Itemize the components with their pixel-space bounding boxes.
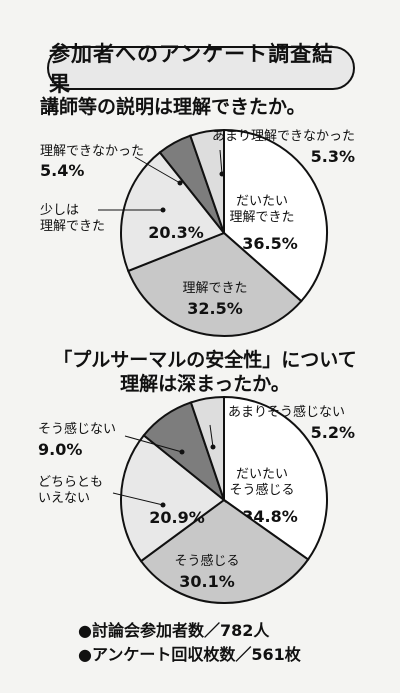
pie-slice [120, 433, 226, 563]
leader-dot [177, 180, 183, 186]
slice-percent: 20.9% [149, 508, 205, 527]
slice-label: どちらとも [38, 475, 103, 490]
pie-slice [189, 128, 225, 234]
chart-title: 「プルサーマルの安全性」について [53, 348, 356, 371]
slice-label: 理解できた [182, 281, 247, 296]
slice-label: あまり理解できなかった [212, 129, 355, 144]
slice-label: だいたい [236, 194, 288, 209]
pie-slice [223, 395, 328, 561]
pie-slice [139, 498, 310, 604]
leader-dot [160, 502, 166, 508]
leader-dot [210, 444, 216, 450]
leader-dot [179, 449, 185, 455]
slice-label: 理解できた [229, 210, 294, 225]
slice-percent: 34.8% [242, 507, 298, 526]
slice-percent: 5.2% [311, 423, 355, 442]
leader-line [209, 424, 214, 448]
footer: ●討論会参加者数／782人 ●アンケート回収枚数／561枚 [78, 617, 378, 665]
chart-title: 講師等の説明は理解できたか。 [40, 95, 306, 118]
slice-label: そう感じる [229, 482, 294, 498]
slice-label: 理解できた [40, 219, 105, 234]
pie-slice [223, 128, 328, 303]
leader-dot [160, 207, 166, 213]
slice-percent: 20.3% [148, 223, 204, 242]
slice-label: だいたい [236, 467, 288, 482]
responses-count: ●アンケート回収枚数／561枚 [78, 645, 301, 664]
slice-label: いえない [38, 491, 90, 506]
leader-line [219, 149, 223, 175]
leader-dot [219, 171, 225, 177]
participants-count: ●討論会参加者数／782人 [78, 621, 270, 640]
chart-title: 理解は深まったか。 [120, 372, 290, 395]
leader-line [134, 156, 181, 184]
slice-percent: 9.0% [38, 440, 82, 459]
slice-label: そう感じる [174, 553, 239, 569]
leader-line [124, 435, 183, 453]
slice-percent: 5.4% [40, 161, 84, 180]
slice-percent: 30.1% [179, 572, 235, 591]
slice-percent: 5.3% [311, 147, 355, 166]
slice-percent: 36.5% [242, 234, 298, 253]
slice-label: あまりそう感じない [228, 404, 345, 420]
slice-percent: 32.5% [187, 299, 243, 318]
leader-line [112, 492, 164, 506]
pie-slice [189, 395, 225, 501]
banner-title: 参加者へのアンケート調査結果 [47, 42, 355, 96]
slice-label: 理解できなかった [40, 144, 144, 159]
slice-label: そう感じない [38, 421, 116, 437]
slice-label: 少しは [40, 203, 79, 218]
pie-slice [126, 231, 303, 337]
pie-slice [120, 151, 226, 273]
